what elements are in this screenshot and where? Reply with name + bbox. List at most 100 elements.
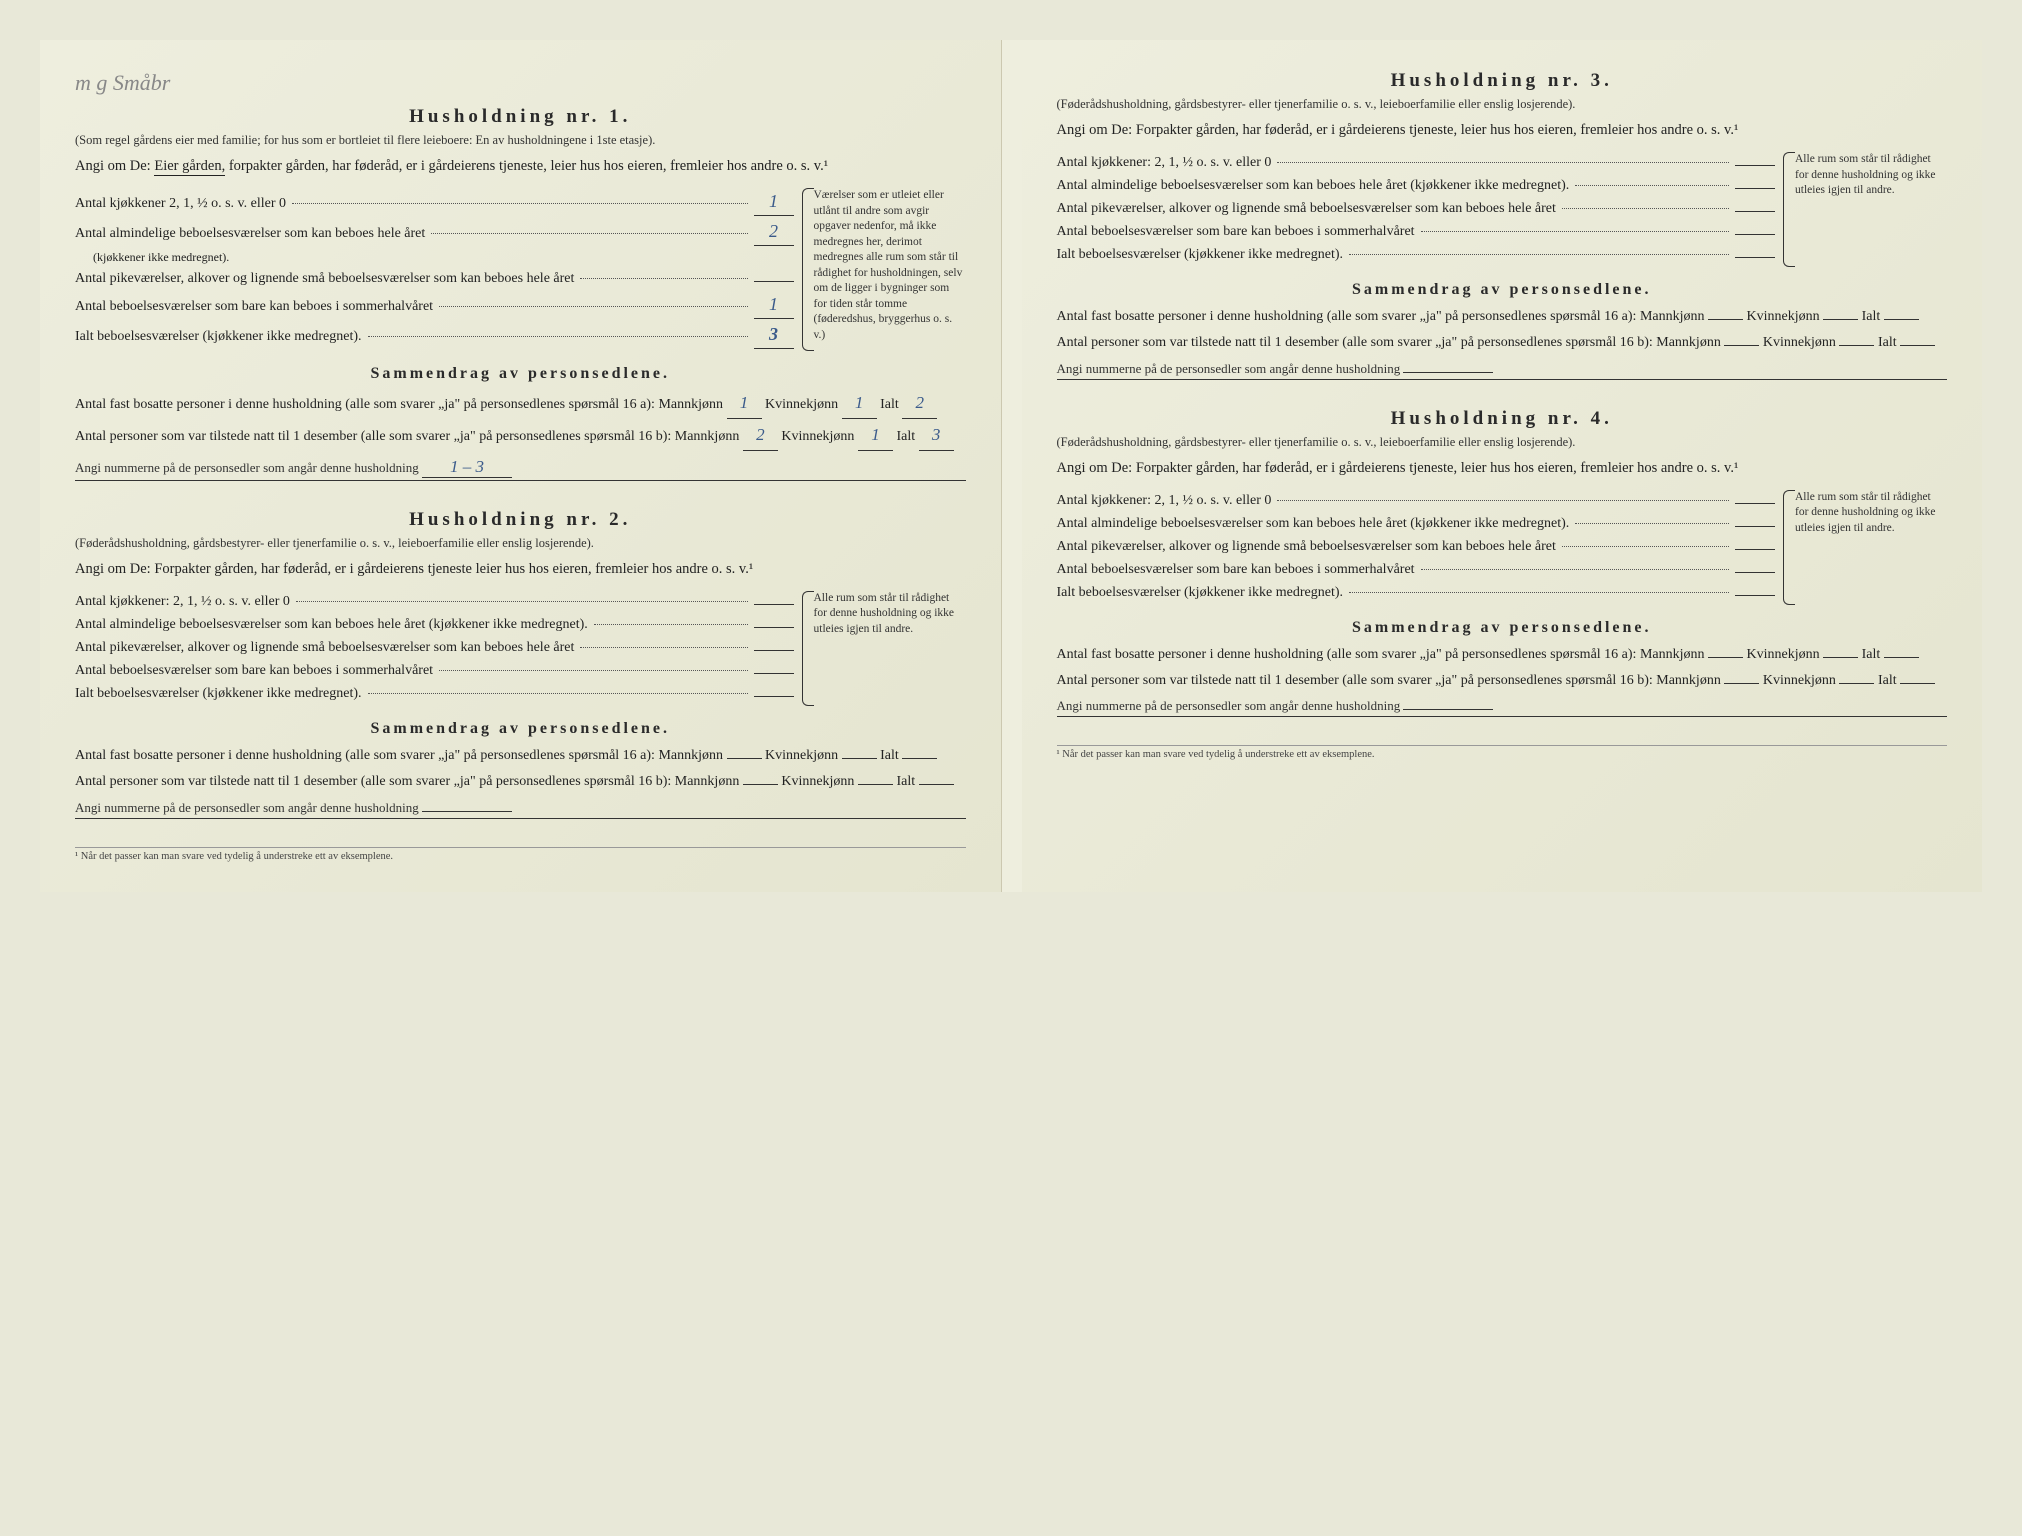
dot-leader xyxy=(1277,162,1729,163)
kitchens-row: Antal kjøkkener: 2, 1, ½ o. s. v. eller … xyxy=(1057,152,1776,173)
dot-leader xyxy=(439,306,747,307)
ialt-label: Ialt xyxy=(1862,309,1881,324)
angi-prefix: Angi om De: xyxy=(1057,122,1133,138)
dot-leader xyxy=(1349,592,1729,593)
a-ialt-value xyxy=(902,758,937,759)
summary-line-b: Antal personer som var tilstede natt til… xyxy=(1057,669,1948,693)
total-value xyxy=(1735,595,1775,596)
total-row: Ialt beboelsesværelser (kjøkkener ikke m… xyxy=(1057,582,1776,603)
small-row: Antal pikeværelser, alkover og lignende … xyxy=(1057,536,1776,557)
small-label: Antal pikeværelser, alkover og lignende … xyxy=(75,268,574,289)
summary-b-prefix: Antal personer som var tilstede natt til… xyxy=(75,774,739,789)
side-note-text: Alle rum som står til rådighet for denne… xyxy=(1795,491,1936,534)
nummer-line: Angi nummerne på de personsedler som ang… xyxy=(75,800,966,819)
angi-rest: forpakter gården, har føderåd, er i gård… xyxy=(229,158,828,174)
summer-label: Antal beboelsesværelser som bare kan beb… xyxy=(75,296,433,317)
total-row: Ialt beboelsesværelser (kjøkkener ikke m… xyxy=(75,683,794,704)
nummer-value xyxy=(422,811,512,812)
b-kvinne-value xyxy=(858,784,893,785)
small-row: Antal pikeværelser, alkover og lignende … xyxy=(75,637,794,658)
angi-prefix: Angi om De: xyxy=(1057,460,1133,476)
summary-line-b: Antal personer som var tilstede natt til… xyxy=(1057,331,1948,355)
small-value xyxy=(754,650,794,651)
kitchens-value xyxy=(754,604,794,605)
a-mann-value: 1 xyxy=(727,389,762,419)
side-note: Værelser som er utleiet eller utlånt til… xyxy=(806,188,966,351)
angi-line: Angi om De: Forpakter gården, har føderå… xyxy=(1057,457,1948,480)
dot-leader xyxy=(1421,231,1729,232)
total-value xyxy=(754,696,794,697)
total-value: 3 xyxy=(754,321,794,349)
dot-leader xyxy=(1277,500,1729,501)
b-kvinne-value: 1 xyxy=(858,421,893,451)
b-mann-value xyxy=(1724,345,1759,346)
household-subtitle: (Føderådshusholdning, gårdsbestyrer- ell… xyxy=(1057,434,1948,451)
ialt-label: Ialt xyxy=(880,748,899,763)
summary-a-prefix: Antal fast bosatte personer i denne hush… xyxy=(75,748,723,763)
small-label: Antal pikeværelser, alkover og lignende … xyxy=(1057,536,1556,557)
total-row: Ialt beboelsesværelser (kjøkkener ikke m… xyxy=(1057,244,1776,265)
footnote-left: ¹ Når det passer kan man svare ved tydel… xyxy=(75,847,966,862)
summer-value xyxy=(1735,572,1775,573)
b-ialt-value xyxy=(919,784,954,785)
dot-leader xyxy=(439,670,747,671)
brace-icon xyxy=(802,188,814,351)
footnote-right: ¹ Når det passer kan man svare ved tydel… xyxy=(1057,745,1948,760)
angi-underlined: Eier gården, xyxy=(154,158,225,176)
dot-leader xyxy=(1575,185,1729,186)
summer-label: Antal beboelsesværelser som bare kan beb… xyxy=(1057,559,1415,580)
summary-line-a: Antal fast bosatte personer i denne hush… xyxy=(75,744,966,768)
angi-line: Angi om De: Forpakter gården, har føderå… xyxy=(75,558,966,581)
ordinary-row: Antal almindelige beboelsesværelser som … xyxy=(75,614,794,635)
household-subtitle: (Som regel gårdens eier med familie; for… xyxy=(75,132,966,149)
angi-prefix: Angi om De: xyxy=(75,561,151,577)
rooms-left: Antal kjøkkener: 2, 1, ½ o. s. v. eller … xyxy=(75,591,794,706)
b-mann-value: 2 xyxy=(743,421,778,451)
household-block: Husholdning nr. 4. (Føderådshusholdning,… xyxy=(1057,408,1948,718)
summer-row: Antal beboelsesværelser som bare kan beb… xyxy=(1057,559,1776,580)
dot-leader xyxy=(1562,546,1729,547)
side-note-text: Værelser som er utleiet eller utlånt til… xyxy=(814,189,963,341)
ordinary-label: Antal almindelige beboelsesværelser som … xyxy=(75,223,425,244)
summer-label: Antal beboelsesværelser som bare kan beb… xyxy=(1057,221,1415,242)
ordinary-label: Antal almindelige beboelsesværelser som … xyxy=(1057,175,1570,196)
summer-value: 1 xyxy=(754,291,794,319)
brace-icon xyxy=(1783,490,1795,605)
kvinne-label: Kvinnekjønn xyxy=(781,429,854,444)
summary-title: Sammendrag av personsedlene. xyxy=(1057,619,1948,637)
a-mann-value xyxy=(1708,319,1743,320)
ordinary-label: Antal almindelige beboelsesværelser som … xyxy=(75,614,588,635)
b-mann-value xyxy=(1724,683,1759,684)
kvinne-label: Kvinnekjønn xyxy=(1763,335,1836,350)
rooms-left: Antal kjøkkener: 2, 1, ½ o. s. v. eller … xyxy=(1057,490,1776,605)
brace-icon xyxy=(802,591,814,706)
summer-value xyxy=(754,673,794,674)
dot-leader xyxy=(594,624,748,625)
nummer-label: Angi nummerne på de personsedler som ang… xyxy=(1057,698,1401,713)
summer-row: Antal beboelsesværelser som bare kan beb… xyxy=(1057,221,1776,242)
summer-label: Antal beboelsesværelser som bare kan beb… xyxy=(75,660,433,681)
household-subtitle: (Føderådshusholdning, gårdsbestyrer- ell… xyxy=(75,535,966,552)
rooms-left: Antal kjøkkener 2, 1, ½ o. s. v. eller 0… xyxy=(75,188,794,351)
dot-leader xyxy=(1421,569,1729,570)
summary-line-a: Antal fast bosatte personer i denne hush… xyxy=(75,389,966,419)
b-kvinne-value xyxy=(1839,683,1874,684)
dot-leader xyxy=(368,693,748,694)
kvinne-label: Kvinnekjønn xyxy=(1763,673,1836,688)
summary-title: Sammendrag av personsedlene. xyxy=(75,720,966,738)
rooms-section: Antal kjøkkener: 2, 1, ½ o. s. v. eller … xyxy=(75,591,966,706)
a-kvinne-value: 1 xyxy=(842,389,877,419)
kitchens-value: 1 xyxy=(754,188,794,216)
a-kvinne-value xyxy=(842,758,877,759)
ialt-label: Ialt xyxy=(896,774,915,789)
ordinary-sub: (kjøkkener ikke medregnet). xyxy=(75,248,229,266)
b-ialt-value: 3 xyxy=(919,421,954,451)
ialt-label: Ialt xyxy=(1878,335,1897,350)
ialt-label: Ialt xyxy=(1862,647,1881,662)
kitchens-value xyxy=(1735,165,1775,166)
nummer-line: Angi nummerne på de personsedler som ang… xyxy=(75,457,966,481)
ialt-label: Ialt xyxy=(896,429,915,444)
side-note-text: Alle rum som står til rådighet for denne… xyxy=(1795,153,1936,196)
ordinary-value xyxy=(754,627,794,628)
brace-icon xyxy=(1783,152,1795,267)
